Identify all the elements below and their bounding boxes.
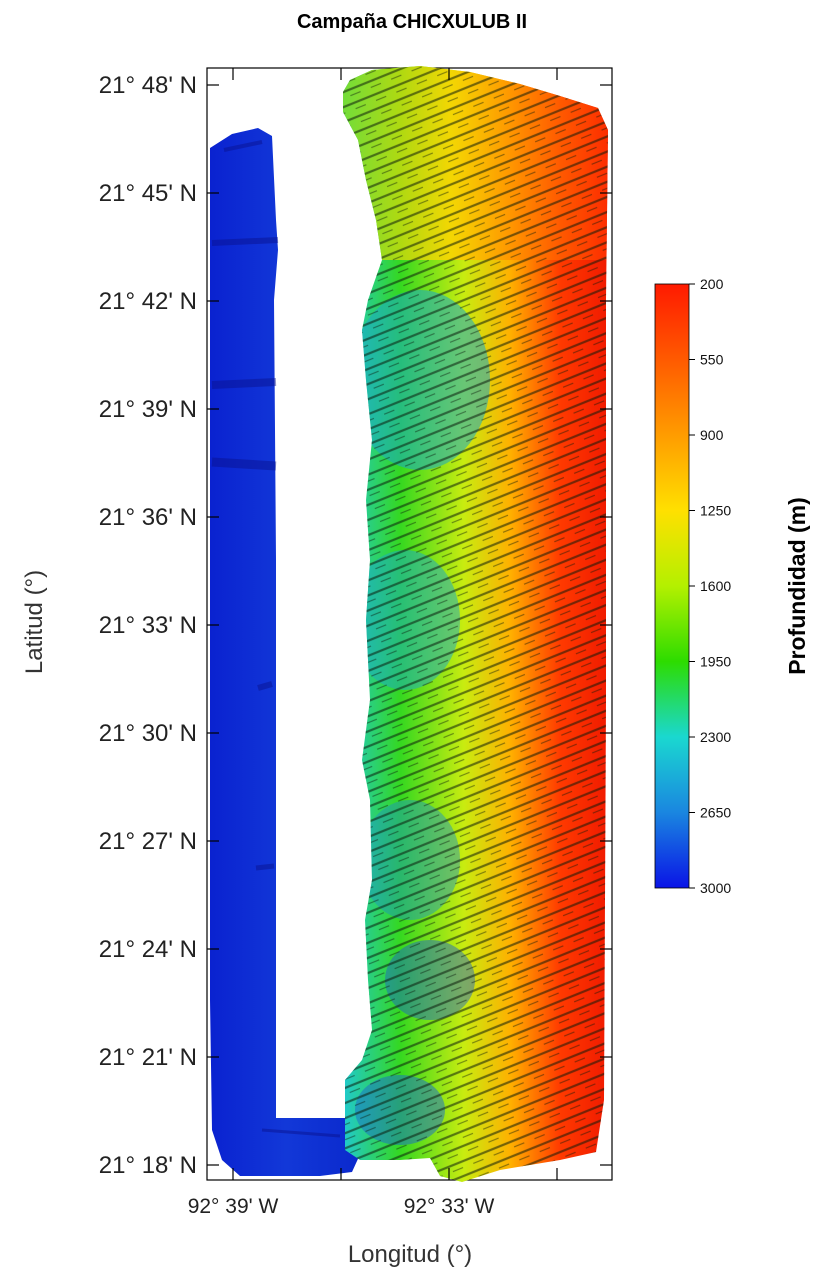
colorbar-tick-label: 2300 (700, 729, 731, 745)
colorbar-tick-label: 1600 (700, 578, 731, 594)
lat-tick-label: 21° 45' N (99, 180, 197, 207)
west-swath (210, 128, 362, 1176)
colorbar-labels: 200 550 900 1250 1600 1950 2300 2650 3000 (689, 276, 731, 896)
lat-tick-label: 21° 48' N (99, 72, 197, 99)
lat-tick-label: 21° 33' N (99, 612, 197, 639)
colorbar-tick-label: 1950 (700, 654, 731, 670)
west-swath-texture (211, 140, 341, 1138)
lat-tick-label: 21° 21' N (99, 1044, 197, 1071)
colorbar-tick-label: 900 (700, 427, 724, 443)
lat-tick-label: 21° 27' N (99, 828, 197, 855)
colorbar-title: Profundidad (m) (784, 497, 810, 675)
colorbar-tick-label: 1250 (700, 503, 731, 519)
lat-tick-label: 21° 30' N (99, 720, 197, 747)
map-title: Campaña CHICXULUB II (297, 11, 527, 33)
colorbar (654, 283, 690, 889)
lat-tick-label: 21° 42' N (99, 288, 197, 315)
y-axis-title: Latitud (°) (21, 570, 48, 674)
lat-tick-label: 21° 18' N (99, 1152, 197, 1179)
lon-tick-label: 92° 33' W (404, 1195, 495, 1218)
longitude-axis: 92° 39' W 92° 33' W (188, 68, 558, 1218)
latitude-axis: 21° 48' N 21° 45' N 21° 42' N 21° 39' N 21° … (99, 72, 612, 1179)
lat-tick-label: 21° 36' N (99, 504, 197, 531)
x-axis-title: Longitud (°) (348, 1241, 472, 1268)
lat-tick-label: 21° 39' N (99, 396, 197, 423)
colorbar-tick-label: 3000 (700, 880, 731, 896)
lat-tick-label: 21° 24' N (99, 936, 197, 963)
lon-tick-label: 92° 39' W (188, 1195, 279, 1218)
colorbar-tick-label: 200 (700, 276, 724, 292)
colorbar-tick-label: 550 (700, 352, 724, 368)
east-swath (343, 66, 608, 1182)
colorbar-tick-label: 2650 (700, 805, 731, 821)
